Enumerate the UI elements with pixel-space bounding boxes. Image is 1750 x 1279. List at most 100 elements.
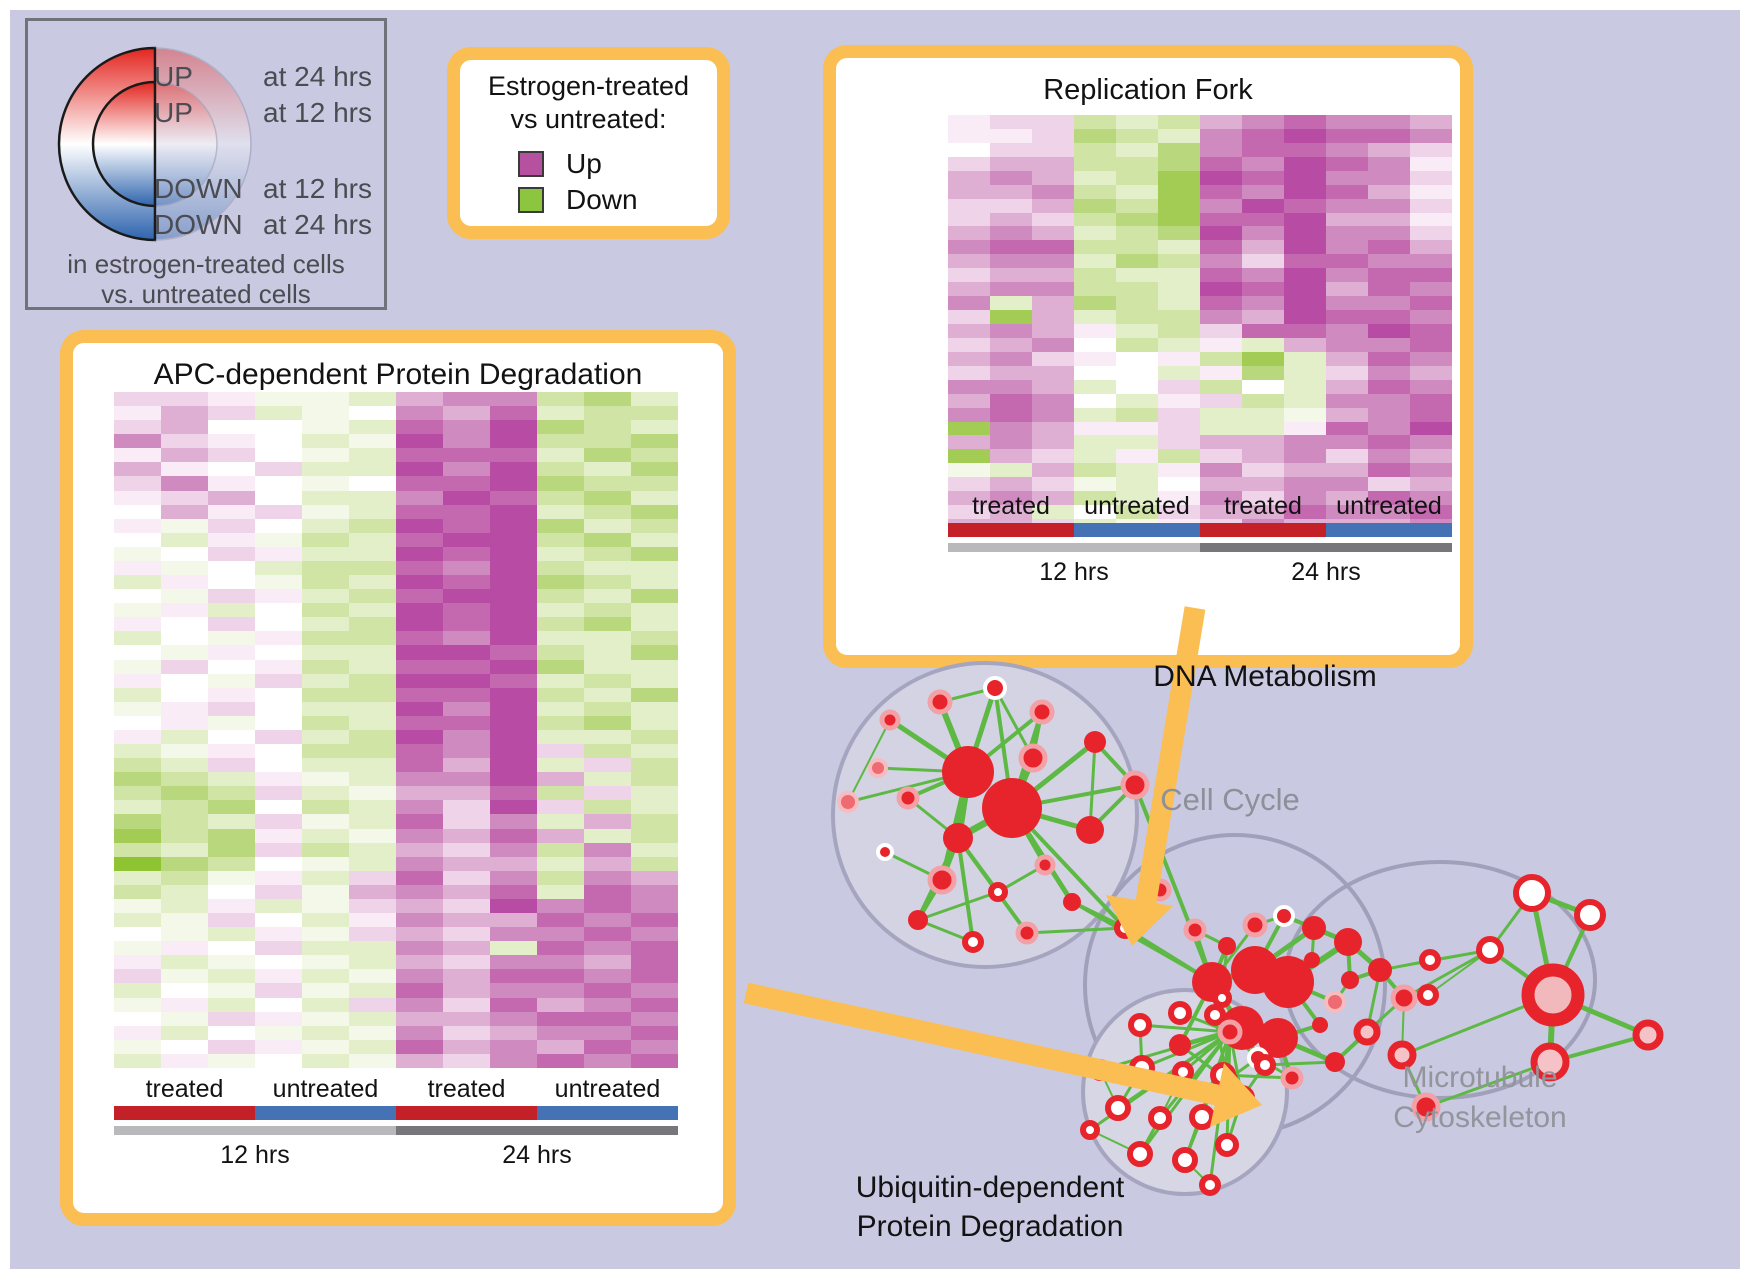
heatmap-cell	[631, 828, 678, 843]
heatmap-cell	[631, 969, 678, 984]
heatmap-cell	[490, 434, 537, 449]
heatmap-cell	[161, 659, 208, 674]
heatmap-cell	[1326, 505, 1368, 520]
heatmap-cell	[114, 603, 161, 618]
heatmap-cell	[1116, 268, 1158, 283]
heatmap-cell	[490, 603, 537, 618]
heatmap-cell	[948, 337, 990, 352]
inner-ring-left-half	[91, 80, 157, 208]
heatmap-cell	[255, 870, 302, 885]
heatmap-cell	[443, 715, 490, 730]
heatmap-cell	[396, 1039, 443, 1054]
heatmap-cell	[1158, 491, 1200, 506]
heatmap-cell	[490, 406, 537, 421]
heatmap-cell	[1410, 142, 1452, 157]
heatmap-cell	[1200, 254, 1242, 269]
heatmap-cell	[443, 645, 490, 660]
heatmap-cell	[1074, 310, 1116, 324]
heatmap-cell	[1158, 449, 1200, 464]
gene-set-node	[1334, 928, 1362, 956]
heatmap-cell	[631, 603, 678, 618]
heatmap-cell	[161, 560, 208, 576]
heatmap-cell	[396, 603, 443, 618]
heatmap-cell	[1368, 296, 1410, 311]
heatmap-cell	[396, 659, 443, 674]
heatmap-cell	[1284, 170, 1326, 185]
heatmap-cell	[1368, 240, 1410, 255]
heatmap-cell	[990, 463, 1032, 478]
heatmap-cell	[1368, 379, 1410, 394]
heatmap-cell	[1116, 421, 1158, 436]
dna-metabolism-label: DNA Metabolism	[1153, 660, 1377, 693]
heatmap-cell	[349, 560, 396, 576]
heatmap-cell	[948, 156, 990, 171]
heatmap-cell	[349, 518, 396, 533]
heatmap-cell	[302, 927, 349, 942]
heatmap-cell	[1326, 407, 1368, 422]
heatmap-cell	[349, 406, 396, 421]
heatmap-cell	[349, 969, 396, 984]
gene-set-node	[943, 823, 973, 853]
heatmap-cell	[537, 532, 584, 547]
heatmap-cell	[1074, 170, 1116, 185]
heatmap-cell	[1326, 296, 1368, 311]
heatmap-cell	[537, 476, 584, 491]
heatmap-cell	[948, 491, 990, 506]
heatmap-cell	[490, 884, 537, 899]
heatmap-cell	[990, 505, 1032, 520]
down-color-swatch	[518, 187, 544, 213]
heatmap-cell	[161, 842, 208, 857]
heatmap-cell	[1368, 226, 1410, 241]
heatmap-cell	[1242, 198, 1284, 213]
heatmap-cell	[537, 884, 584, 899]
heatmap-cell	[631, 856, 678, 871]
heatmap-cell	[302, 575, 349, 590]
heatmap-cell	[584, 983, 631, 998]
heatmap-cell	[443, 1039, 490, 1054]
gene-set-node	[1324, 991, 1346, 1013]
heatmap-cell	[631, 800, 678, 815]
heatmap-cell	[208, 631, 255, 646]
microtubule-label-line1: Microtubule	[1402, 1061, 1558, 1094]
heatmap-cell	[1410, 226, 1452, 241]
heatmap-cell	[255, 758, 302, 773]
heatmap-cell	[1368, 337, 1410, 352]
heatmap-cell	[208, 729, 255, 745]
heatmap-cell	[1368, 184, 1410, 199]
heatmap-cell	[1158, 337, 1200, 352]
gene-set-node	[1018, 743, 1048, 773]
heatmap-cell	[1242, 324, 1284, 338]
gene-set-node	[1387, 1040, 1417, 1070]
heatmap-cell	[948, 240, 990, 255]
heatmap-cell	[537, 758, 584, 773]
heatmap-cell	[349, 687, 396, 702]
gene-set-node	[1574, 899, 1606, 931]
heatmap-cell	[1200, 491, 1242, 506]
heatmap-cell	[631, 406, 678, 421]
heatmap-cell	[255, 744, 302, 759]
heatmap-cell	[302, 490, 349, 505]
time-label: 24 hrs	[502, 1141, 572, 1169]
heatmap-cell	[490, 898, 537, 914]
heatmap-cell	[255, 927, 302, 942]
heatmap-cell	[1284, 337, 1326, 352]
heatmap-cell	[990, 310, 1032, 324]
heatmap-cell	[537, 504, 584, 519]
heatmap-cell	[584, 997, 631, 1012]
heatmap-cell	[1074, 324, 1116, 338]
heatmap-cell	[990, 421, 1032, 436]
heatmap-cell	[255, 532, 302, 547]
heatmap-cell	[443, 462, 490, 477]
heatmap-cell	[208, 701, 255, 716]
heatmap-cell	[631, 673, 678, 688]
heatmap-cell	[349, 758, 396, 773]
heatmap-cell	[114, 758, 161, 773]
heatmap-cell	[1242, 240, 1284, 255]
heatmap-cell	[1410, 115, 1452, 129]
heatmap-cell	[1242, 296, 1284, 311]
heatmap-cell	[114, 546, 161, 561]
heatmap-cell	[537, 729, 584, 745]
heatmap-cell	[161, 997, 208, 1012]
heatmap-cell	[1242, 407, 1284, 422]
heatmap-cell	[161, 983, 208, 998]
